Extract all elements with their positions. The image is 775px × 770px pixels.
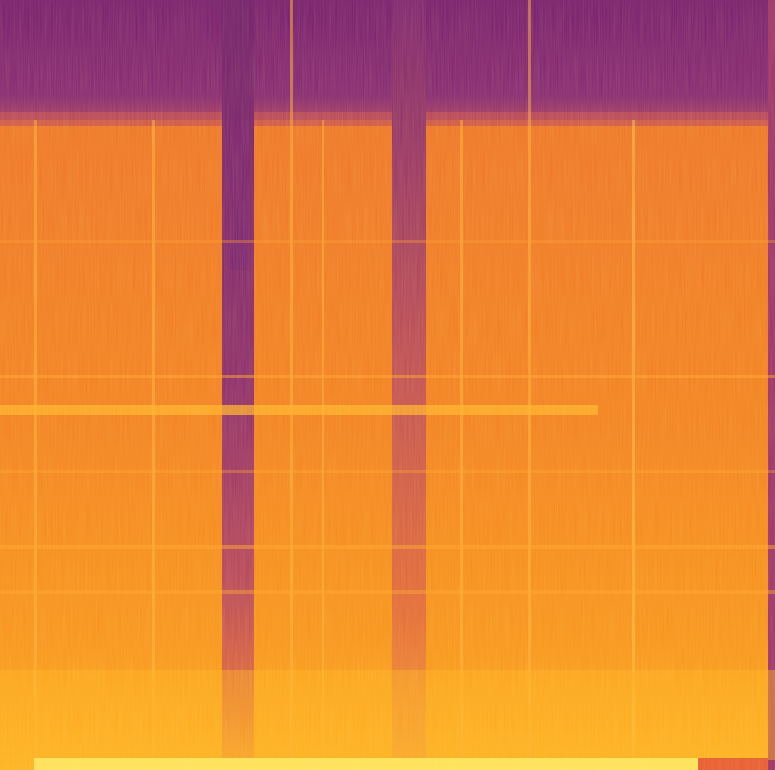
texture-grain <box>0 0 775 770</box>
spectrogram-image <box>0 0 775 770</box>
spectrogram-body <box>0 0 775 770</box>
